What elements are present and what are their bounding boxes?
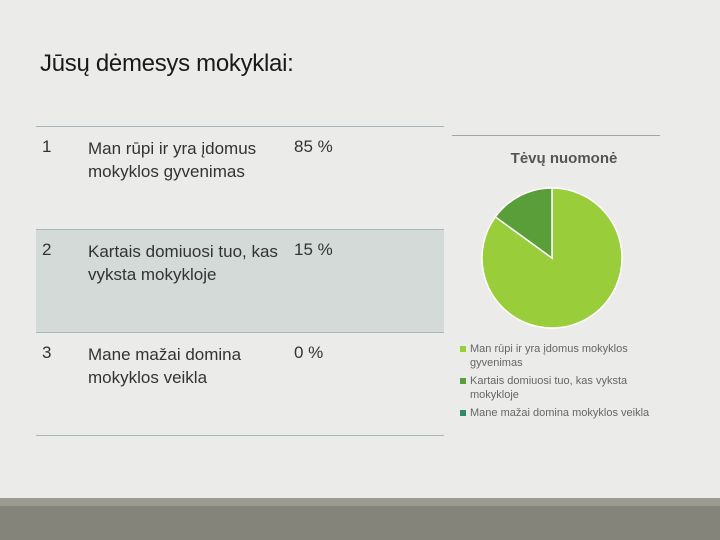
- row-percent: 85 %: [294, 137, 333, 156]
- legend-swatch: [460, 346, 466, 352]
- legend-item: Kartais domiuosi tuo, kas vyksta mokyklo…: [460, 374, 670, 402]
- footer-stripe: [0, 498, 720, 506]
- row-number: 2: [42, 240, 52, 259]
- row-number: 1: [42, 137, 52, 156]
- chart-top-rule: [452, 135, 660, 136]
- legend-item: Man rūpi ir yra įdomus mokyklos gyvenima…: [460, 342, 670, 370]
- results-table: 1 Man rūpi ir yra įdomus mokyklos gyveni…: [36, 126, 444, 436]
- row-number: 3: [42, 343, 52, 362]
- legend-label: Mane mažai domina mokyklos veikla: [470, 407, 650, 419]
- legend-label: Man rūpi ir yra įdomus mokyklos gyvenima…: [470, 343, 628, 369]
- legend-swatch: [460, 378, 466, 384]
- row-percent: 0 %: [294, 343, 324, 362]
- pie-chart: Tėvų nuomonė Man rūpi ir yra įdomus moky…: [452, 136, 660, 436]
- table-row: 2 Kartais domiuosi tuo, kas vyksta mokyk…: [36, 230, 444, 333]
- row-text: Man rūpi ir yra įdomus mokyklos gyvenima…: [88, 139, 257, 181]
- table-row: 3 Mane mažai domina mokyklos veikla 0 %: [36, 333, 444, 436]
- pie-slice: [494, 187, 553, 260]
- legend-label: Kartais domiuosi tuo, kas vyksta mokyklo…: [470, 375, 628, 401]
- table-row: 1 Man rūpi ir yra įdomus mokyklos gyveni…: [36, 127, 444, 230]
- row-text: Kartais domiuosi tuo, kas vyksta mokyklo…: [88, 242, 278, 284]
- footer-band: [0, 498, 720, 540]
- chart-legend: Man rūpi ir yra įdomus mokyklos gyvenima…: [460, 342, 670, 424]
- row-text: Mane mažai domina mokyklos veikla: [88, 345, 242, 387]
- legend-swatch: [460, 410, 466, 416]
- legend-item: Mane mažai domina mokyklos veikla: [460, 406, 670, 420]
- chart-title: Tėvų nuomonė: [510, 150, 618, 167]
- slide-title: Jūsų dėmesys mokyklai:: [40, 50, 294, 77]
- pie-svg: [481, 187, 623, 329]
- row-percent: 15 %: [294, 240, 333, 259]
